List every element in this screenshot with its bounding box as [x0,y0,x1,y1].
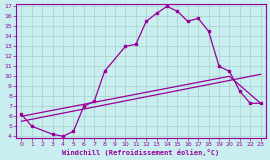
X-axis label: Windchill (Refroidissement éolien,°C): Windchill (Refroidissement éolien,°C) [62,149,220,156]
